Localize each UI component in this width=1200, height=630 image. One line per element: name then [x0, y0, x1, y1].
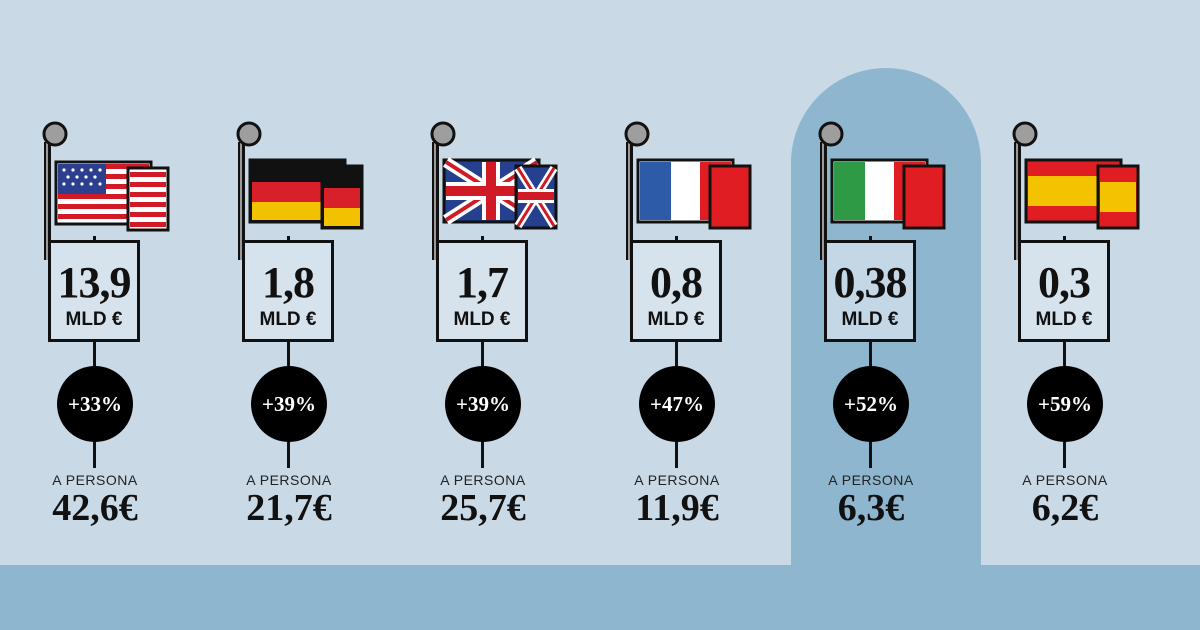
- value-box: 0,38 MLD €: [824, 240, 916, 342]
- per-person-label: A PERSONA: [1022, 472, 1108, 488]
- value-amount: 1,8: [262, 258, 315, 307]
- value-box: 1,7 MLD €: [436, 240, 528, 342]
- per-person-value: 42,6€: [52, 487, 138, 529]
- country-column-usa: 13,9 MLD € +33% A PERSONA 42,6€: [0, 0, 190, 630]
- value-unit: MLD €: [1035, 309, 1093, 330]
- connector-line: [869, 236, 872, 242]
- per-person-value: 11,9€: [635, 487, 719, 529]
- per-person-label: A PERSONA: [52, 472, 138, 488]
- spain-flag-icon: [1012, 121, 1140, 260]
- connector-line: [1063, 236, 1066, 242]
- per-person-label: A PERSONA: [246, 472, 332, 488]
- country-column-italy: 0,38 MLD € +52% A PERSONA 6,3€: [776, 0, 966, 630]
- value-amount: 0,3: [1038, 258, 1091, 307]
- value-box: 0,3 MLD €: [1018, 240, 1110, 342]
- per-person-value: 21,7€: [246, 487, 332, 529]
- growth-badge: +39%: [251, 366, 327, 442]
- per-person-label: A PERSONA: [634, 472, 720, 488]
- usa-flag-icon: [42, 121, 170, 260]
- growth-badge: +39%: [445, 366, 521, 442]
- per-person-value: 25,7€: [440, 487, 526, 529]
- per-person-value: 6,2€: [1031, 487, 1099, 529]
- value-box: 13,9 MLD €: [48, 240, 140, 342]
- growth-badge: +52%: [833, 366, 909, 442]
- value-unit: MLD €: [65, 309, 123, 330]
- growth-badge: +59%: [1027, 366, 1103, 442]
- floor-band: [0, 565, 1200, 630]
- country-column-france: 0,8 MLD € +47% A PERSONA 11,9€: [582, 0, 772, 630]
- growth-badge: +33%: [57, 366, 133, 442]
- country-column-uk: 1,7 MLD € +39% A PERSONA 25,7€: [388, 0, 578, 630]
- connector-line: [481, 236, 484, 242]
- value-amount: 0,8: [650, 258, 703, 307]
- value-box: 1,8 MLD €: [242, 240, 334, 342]
- value-unit: MLD €: [453, 309, 511, 330]
- france-flag-icon: [624, 121, 752, 260]
- value-unit: MLD €: [841, 309, 899, 330]
- value-amount: 1,7: [456, 258, 509, 307]
- germany-flag-icon: [236, 121, 364, 260]
- value-amount: 0,38: [833, 258, 908, 307]
- connector-line: [675, 236, 678, 242]
- value-unit: MLD €: [647, 309, 705, 330]
- value-unit: MLD €: [259, 309, 317, 330]
- connector-line: [93, 236, 96, 242]
- country-column-germany: 1,8 MLD € +39% A PERSONA 21,7€: [194, 0, 384, 630]
- uk-flag-icon: [430, 121, 558, 260]
- per-person-label: A PERSONA: [828, 472, 914, 488]
- per-person-label: A PERSONA: [440, 472, 526, 488]
- value-box: 0,8 MLD €: [630, 240, 722, 342]
- italy-flag-icon: [818, 121, 946, 260]
- value-amount: 13,9: [57, 258, 132, 307]
- country-column-spain: 0,3 MLD € +59% A PERSONA 6,2€: [970, 0, 1160, 630]
- growth-badge: +47%: [639, 366, 715, 442]
- connector-line: [287, 236, 290, 242]
- per-person-value: 6,3€: [837, 487, 905, 529]
